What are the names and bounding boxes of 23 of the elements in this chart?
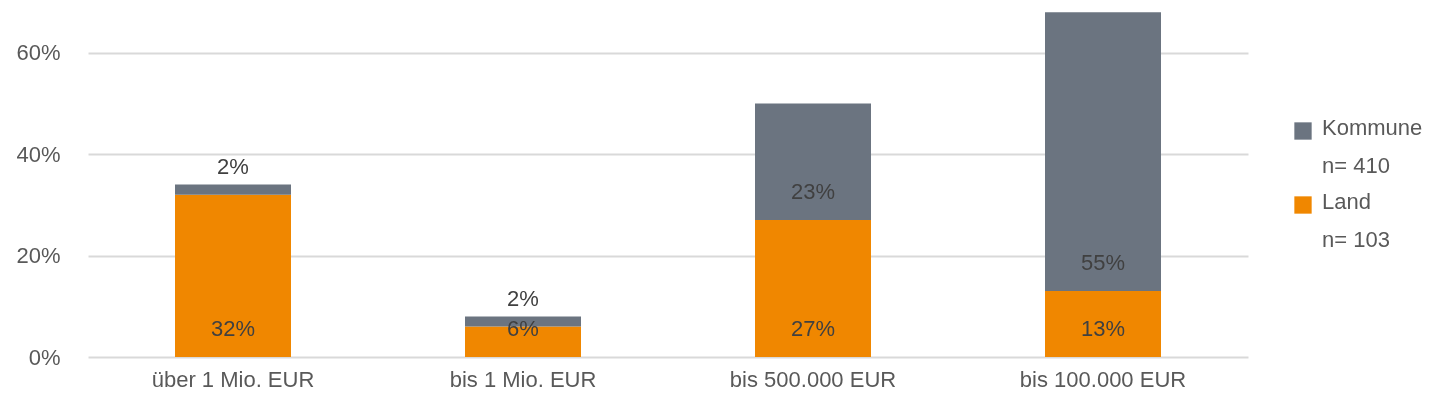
bar	[755, 220, 871, 357]
bar	[1045, 12, 1161, 292]
data-label: 2%	[217, 153, 249, 179]
y-tick-label: 0%	[28, 344, 61, 370]
data-label: 23%	[790, 179, 836, 205]
x-tick-label: bis 500.000 EUR	[729, 366, 897, 392]
data-label: 27%	[790, 316, 836, 341]
x-tick-label: über 1 Mio. EUR	[151, 366, 315, 392]
data-label: 13%	[1080, 316, 1126, 341]
data-label: 2%	[507, 285, 539, 311]
legend-label: Land n= 103	[1322, 189, 1390, 252]
bar	[1045, 291, 1161, 357]
x-tick-label: bis 100.000 EUR	[1019, 366, 1187, 392]
x-tick-label: bis 1 Mio. EUR	[449, 366, 597, 392]
bar	[175, 194, 291, 357]
bar	[175, 184, 291, 195]
bar	[755, 103, 871, 221]
data-label: 55%	[1080, 250, 1126, 276]
y-tick-label: 20%	[16, 243, 61, 269]
y-tick-label: 60%	[16, 40, 61, 66]
legend-label: Kommune n= 410	[1322, 115, 1423, 178]
data-label: 32%	[210, 316, 256, 341]
y-tick-label: 40%	[16, 141, 61, 167]
